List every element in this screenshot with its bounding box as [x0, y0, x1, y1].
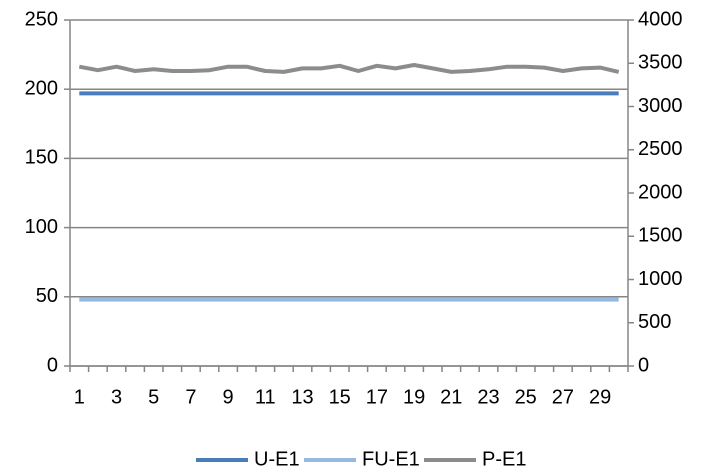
x-tick-label: 27	[552, 386, 574, 408]
x-tick-label: 25	[515, 386, 537, 408]
x-tick-label: 1	[74, 386, 85, 408]
x-tick-label: 7	[185, 386, 196, 408]
x-tick-label: 11	[255, 386, 276, 408]
x-tick-label: 19	[403, 386, 425, 408]
y-tick-label: 150	[25, 147, 58, 169]
legend-label: FU-E1	[362, 448, 420, 470]
y2-tick-label: 3500	[638, 52, 683, 74]
y2-tick-label: 500	[638, 311, 671, 333]
series-line	[78, 63, 620, 74]
y-tick-label: 0	[47, 354, 58, 376]
y-tick-label: 250	[25, 8, 58, 30]
x-tick-label: 29	[589, 386, 611, 408]
y2-tick-label: 0	[638, 354, 649, 376]
x-tick-label: 3	[111, 386, 122, 408]
x-tick-label: 17	[366, 386, 388, 408]
y2-tick-label: 1500	[638, 225, 683, 247]
legend-label: U-E1	[254, 448, 300, 470]
x-tick-label: 15	[329, 386, 351, 408]
x-tick-label: 21	[440, 386, 462, 408]
y-tick-label: 200	[25, 77, 58, 99]
legend-label: P-E1	[482, 448, 526, 470]
y-tick-label: 100	[25, 216, 58, 238]
y2-tick-label: 2000	[638, 181, 683, 203]
y-tick-label: 50	[36, 285, 58, 307]
x-tick-label: 23	[477, 386, 499, 408]
y2-tick-label: 3000	[638, 95, 683, 117]
x-tick-label: 5	[148, 386, 159, 408]
y2-tick-label: 2500	[638, 138, 683, 160]
x-tick-label: 9	[223, 386, 234, 408]
y2-tick-label: 4000	[638, 8, 683, 30]
y2-tick-label: 1000	[638, 268, 683, 290]
x-tick-label: 13	[291, 386, 313, 408]
